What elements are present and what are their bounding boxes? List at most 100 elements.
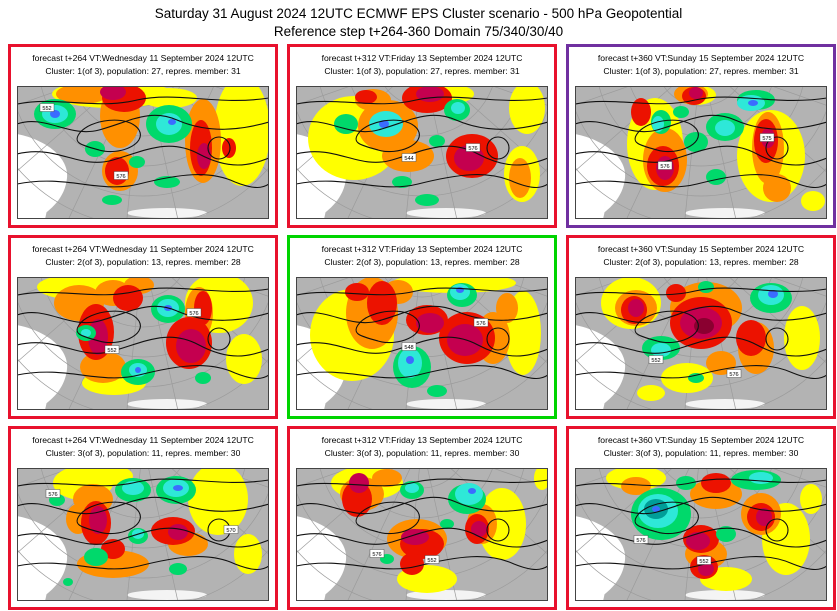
- forecast-valid-time: forecast t+312 VT:Friday 13 September 20…: [321, 435, 523, 446]
- map-frame: [296, 468, 548, 602]
- contour-labels: 576 552: [369, 549, 440, 564]
- map-sea-region: [685, 590, 765, 601]
- forecast-panel: forecast t+264 VT:Wednesday 11 September…: [8, 426, 278, 611]
- cluster-info: Cluster: 3(of 3), population: 11, repres…: [45, 447, 241, 458]
- svg-text:576: 576: [116, 174, 125, 180]
- forecast-panel: forecast t+312 VT:Friday 13 September 20…: [287, 235, 557, 420]
- forecast-valid-time: forecast t+264 VT:Wednesday 11 September…: [32, 244, 254, 255]
- anomaly-shading: [34, 86, 269, 206]
- map-sea-region: [127, 208, 207, 219]
- anomaly-shading: [606, 468, 822, 592]
- forecast-panel: forecast t+264 VT:Wednesday 11 September…: [8, 44, 278, 229]
- svg-text:552: 552: [42, 106, 51, 112]
- map-frame: [575, 468, 827, 602]
- forecast-panel: forecast t+312 VT:Friday 13 September 20…: [287, 426, 557, 611]
- geopotential-contours: [17, 478, 269, 571]
- geopotential-map: 576 575: [575, 86, 827, 220]
- page-title: Saturday 31 August 2024 12UTC ECMWF EPS …: [0, 0, 837, 40]
- svg-text:544: 544: [404, 156, 413, 162]
- map-frame: [575, 86, 827, 220]
- cluster-info: Cluster: 2(of 3), population: 13, repres…: [324, 256, 520, 267]
- map-frame: [296, 277, 548, 411]
- cluster-info: Cluster: 3(of 3), population: 11, repres…: [603, 447, 799, 458]
- panel-header: forecast t+360 VT:Sunday 15 September 20…: [569, 47, 833, 85]
- forecast-valid-time: forecast t+312 VT:Friday 13 September 20…: [321, 244, 523, 255]
- map-sea-region: [685, 399, 765, 410]
- geopotential-map: 544 576: [296, 86, 548, 220]
- svg-text:552: 552: [427, 558, 436, 564]
- cluster-info: Cluster: 1(of 3), population: 27, repres…: [603, 65, 799, 76]
- geopotential-map: 552 576: [575, 277, 827, 411]
- cluster-info: Cluster: 2(of 3), population: 13, repres…: [45, 256, 241, 267]
- svg-text:552: 552: [699, 559, 708, 565]
- geopotential-contours: [575, 96, 827, 189]
- panel-header: forecast t+312 VT:Friday 13 September 20…: [290, 47, 554, 85]
- geopotential-contours: [575, 287, 827, 380]
- forecast-valid-time: forecast t+360 VT:Sunday 15 September 20…: [597, 435, 805, 446]
- geopotential-contours: [575, 478, 827, 571]
- svg-text:576: 576: [660, 164, 669, 170]
- geopotential-map: 548 576: [296, 277, 548, 411]
- svg-text:570: 570: [226, 528, 235, 534]
- geopotential-map: 576 552: [575, 468, 827, 602]
- forecast-panel: forecast t+264 VT:Wednesday 11 September…: [8, 235, 278, 420]
- forecast-valid-time: forecast t+264 VT:Wednesday 11 September…: [32, 53, 254, 64]
- cluster-info: Cluster: 3(of 3), population: 11, repres…: [324, 447, 520, 458]
- geopotential-contours: [296, 478, 548, 571]
- geopotential-contours: [17, 96, 269, 189]
- forecast-panel: forecast t+312 VT:Friday 13 September 20…: [287, 44, 557, 229]
- panel-header: forecast t+264 VT:Wednesday 11 September…: [11, 47, 275, 85]
- contour-labels: 552 576: [648, 355, 742, 378]
- svg-text:576: 576: [372, 552, 381, 558]
- svg-text:576: 576: [189, 311, 198, 317]
- forecast-panel: forecast t+360 VT:Sunday 15 September 20…: [566, 44, 836, 229]
- forecast-panel: forecast t+360 VT:Sunday 15 September 20…: [566, 426, 836, 611]
- panel-header: forecast t+312 VT:Friday 13 September 20…: [290, 238, 554, 276]
- contour-labels: 548 576: [401, 318, 489, 351]
- forecast-panel: forecast t+360 VT:Sunday 15 September 20…: [566, 235, 836, 420]
- panel-header: forecast t+360 VT:Sunday 15 September 20…: [569, 429, 833, 467]
- contour-labels: 576 552: [633, 535, 712, 565]
- map-sea-region: [685, 208, 765, 219]
- geopotential-contours: [17, 287, 269, 380]
- cluster-info: Cluster: 2(of 3), population: 13, repres…: [603, 256, 799, 267]
- svg-text:576: 576: [476, 321, 485, 327]
- anomaly-shading: [308, 86, 545, 207]
- geopotential-contours: [296, 287, 548, 380]
- contour-labels: 576 570: [45, 489, 239, 534]
- map-sea-region: [127, 590, 207, 601]
- forecast-valid-time: forecast t+360 VT:Sunday 15 September 20…: [597, 53, 805, 64]
- map-frame: [17, 277, 269, 411]
- panel-header: forecast t+264 VT:Wednesday 11 September…: [11, 238, 275, 276]
- svg-text:548: 548: [404, 345, 413, 351]
- cluster-info: Cluster: 1(of 3), population: 27, repres…: [45, 65, 241, 76]
- map-sea-region: [127, 399, 207, 410]
- contour-labels: 552 576: [104, 308, 202, 354]
- svg-text:576: 576: [48, 492, 57, 498]
- svg-text:552: 552: [107, 348, 116, 354]
- panel-header: forecast t+264 VT:Wednesday 11 September…: [11, 429, 275, 467]
- title-line-2: Reference step t+264-360 Domain 75/340/3…: [273, 23, 564, 39]
- title-line-1: Saturday 31 August 2024 12UTC ECMWF EPS …: [154, 6, 683, 21]
- panel-header: forecast t+360 VT:Sunday 15 September 20…: [569, 238, 833, 276]
- panel-grid: forecast t+264 VT:Wednesday 11 September…: [8, 44, 837, 611]
- map-frame: [296, 86, 548, 220]
- geopotential-map: 576 552: [296, 468, 548, 602]
- geopotential-map: 552 576: [17, 277, 269, 411]
- panel-header: forecast t+312 VT:Friday 13 September 20…: [290, 429, 554, 467]
- geopotential-map: 576 570: [17, 468, 269, 602]
- map-sea-region: [406, 208, 486, 219]
- map-frame: [17, 468, 269, 602]
- svg-text:576: 576: [468, 146, 477, 152]
- map-frame: [575, 277, 827, 411]
- geopotential-contours: [296, 96, 548, 189]
- map-sea-region: [406, 399, 486, 410]
- map-frame: [17, 86, 269, 220]
- svg-text:576: 576: [636, 538, 645, 544]
- contour-labels: 576 575: [657, 133, 775, 170]
- svg-text:576: 576: [729, 372, 738, 378]
- svg-text:575: 575: [762, 136, 771, 142]
- contour-labels: 544 576: [401, 143, 481, 162]
- forecast-valid-time: forecast t+312 VT:Friday 13 September 20…: [321, 53, 523, 64]
- contour-labels: 552 576: [39, 103, 129, 180]
